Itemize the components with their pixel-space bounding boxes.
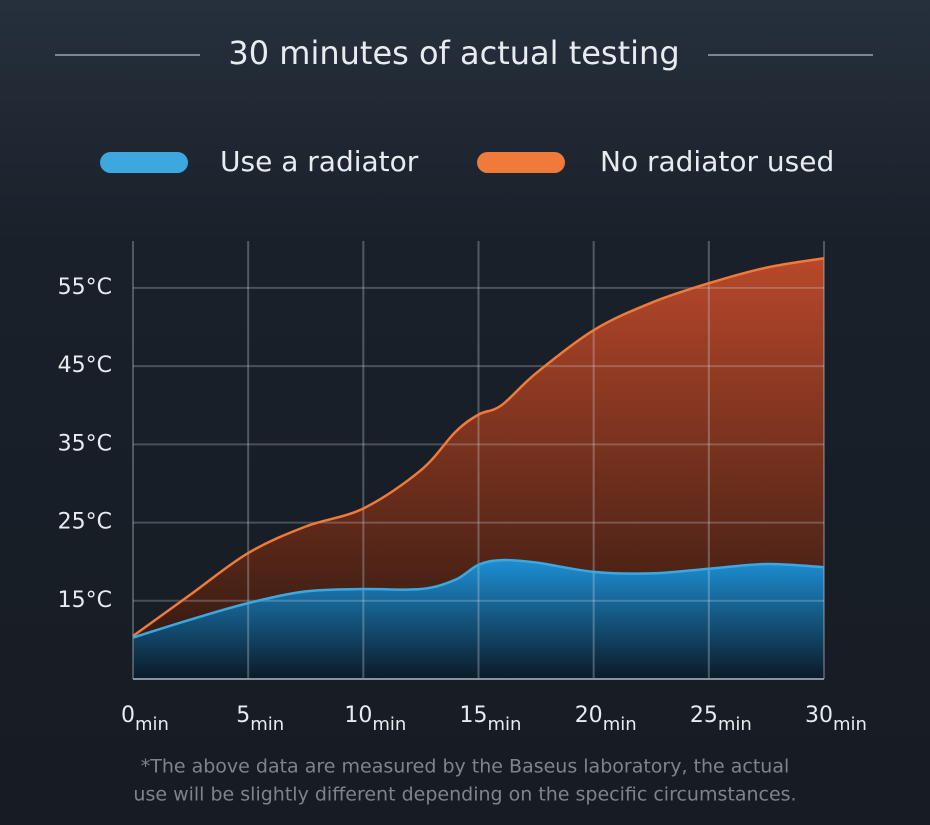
- x-tick-unit: min: [372, 714, 406, 735]
- x-tick-value: 10: [344, 703, 372, 728]
- x-tick-label: 25min: [690, 703, 752, 735]
- series-line: [132, 558, 825, 639]
- x-tick-unit: min: [250, 714, 284, 735]
- legend-label: No radiator used: [600, 145, 834, 178]
- footnote: *The above data are measured by the Base…: [141, 756, 790, 778]
- series-line: [132, 256, 825, 637]
- x-tick-label: 0min: [121, 703, 169, 735]
- legend-swatch: [477, 152, 565, 173]
- x-tick-value: 20: [575, 703, 603, 728]
- area-fill: [133, 560, 824, 679]
- x-tick-unit: min: [135, 714, 169, 735]
- legend-swatch: [100, 152, 188, 173]
- x-tick-label: 15min: [460, 703, 522, 735]
- x-tick-value: 25: [690, 703, 718, 728]
- y-tick-label: 35°C: [58, 431, 112, 456]
- chart-title: 30 minutes of actual testing: [228, 34, 679, 72]
- x-tick-label: 10min: [344, 703, 406, 735]
- x-tick-label: 20min: [575, 703, 637, 735]
- x-tick-value: 5: [236, 703, 250, 728]
- x-tick-value: 30: [805, 703, 833, 728]
- x-tick-value: 15: [460, 703, 488, 728]
- y-tick-label: 25°C: [58, 510, 112, 535]
- x-tick-unit: min: [603, 714, 637, 735]
- x-tick-label: 5min: [236, 703, 284, 735]
- y-tick-label: 55°C: [58, 275, 112, 300]
- y-tick-label: 15°C: [58, 588, 112, 613]
- legend-label: Use a radiator: [220, 145, 419, 178]
- footnote: use will be slightly different depending…: [133, 784, 796, 806]
- x-tick-unit: min: [718, 714, 752, 735]
- x-tick-value: 0: [121, 703, 135, 728]
- y-tick-label: 45°C: [58, 353, 112, 378]
- x-tick-unit: min: [833, 714, 867, 735]
- x-tick-unit: min: [488, 714, 522, 735]
- x-tick-label: 30min: [805, 703, 867, 735]
